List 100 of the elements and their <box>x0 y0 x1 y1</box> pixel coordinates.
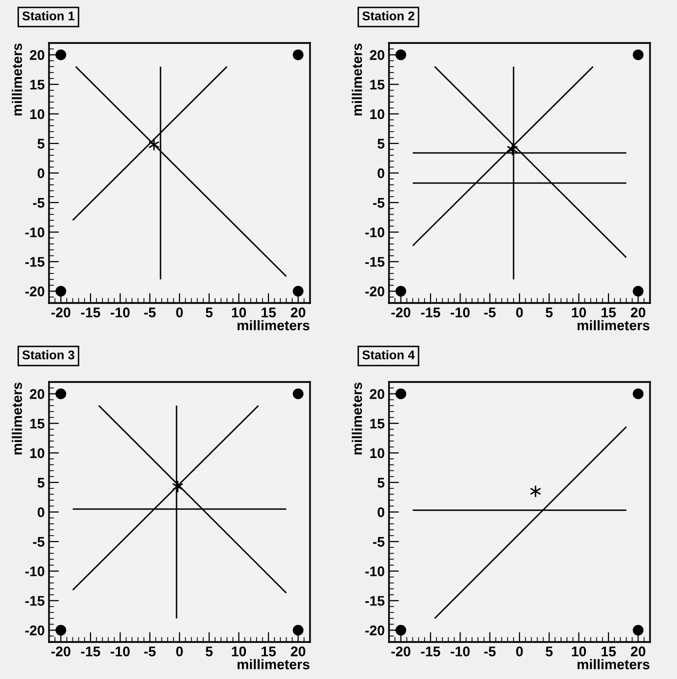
x-tick-label: 0 <box>176 646 183 656</box>
x-axis-title: millimeters <box>578 320 650 330</box>
x-tick-label: 0 <box>516 308 523 318</box>
x-tick-label: 15 <box>602 646 616 656</box>
point <box>396 388 406 400</box>
y-tick-label: -15 <box>365 596 384 606</box>
x-tick-label: -15 <box>81 646 100 656</box>
point <box>396 286 406 297</box>
point <box>292 286 304 297</box>
point <box>632 388 644 400</box>
y-tick-label: 15 <box>30 80 44 90</box>
y-tick-label: -15 <box>25 596 44 606</box>
x-tick-label: 15 <box>262 308 276 318</box>
y-tick-label: 20 <box>30 389 44 399</box>
x-tick-label: -15 <box>81 308 100 318</box>
y-tick-label: -20 <box>365 626 384 636</box>
point <box>292 388 304 400</box>
y-axis-title: millimeters <box>12 382 22 454</box>
y-tick-label: -5 <box>33 198 44 208</box>
point <box>148 138 160 150</box>
x-tick-label: 20 <box>630 308 646 318</box>
y-tick-label: -10 <box>365 566 384 576</box>
x-tick-label: 5 <box>546 308 553 318</box>
chart-title: Station 3 <box>22 350 74 360</box>
point <box>292 49 304 60</box>
x-tick-label: -10 <box>450 646 470 656</box>
x-tick-label: -20 <box>51 308 70 318</box>
x-tick-label: 5 <box>206 308 213 318</box>
y-tick-label: 0 <box>378 507 384 518</box>
x-tick-label: 10 <box>232 646 246 656</box>
x-tick-label: 0 <box>176 308 183 318</box>
y-axis-title: millimeters <box>12 44 22 116</box>
point <box>632 624 644 636</box>
y-tick-label: 15 <box>370 418 384 429</box>
x-tick-label: 0 <box>516 646 523 656</box>
point <box>530 485 541 498</box>
y-tick-label: 20 <box>30 50 44 60</box>
point <box>507 144 518 156</box>
x-tick-label: -10 <box>110 308 130 318</box>
x-axis-title: millimeters <box>578 659 650 670</box>
x-tick-label: 15 <box>262 646 276 656</box>
y-tick-label: 0 <box>378 168 384 178</box>
y-tick-label: 0 <box>38 507 44 518</box>
y-tick-label: 10 <box>370 109 384 120</box>
point <box>56 388 66 400</box>
x-tick-label: 20 <box>290 646 306 656</box>
x-tick-label: -20 <box>391 646 410 656</box>
y-tick-label: -10 <box>25 566 44 576</box>
point <box>56 624 66 636</box>
chart-title: Station 4 <box>362 350 415 360</box>
y-tick-label: 5 <box>38 478 44 488</box>
x-tick-label: -5 <box>144 308 156 318</box>
point <box>632 49 644 60</box>
y-tick-label: 20 <box>370 389 384 399</box>
y-tick-label: 0 <box>38 168 44 178</box>
x-tick-label: -20 <box>51 646 70 656</box>
x-tick-label: -5 <box>144 646 156 656</box>
x-tick-label: -5 <box>484 646 496 656</box>
point <box>56 286 66 297</box>
y-tick-label: 10 <box>370 448 384 458</box>
chart-title: Station 2 <box>362 11 414 20</box>
y-tick-label: -15 <box>365 257 384 267</box>
y-tick-label: 5 <box>378 478 384 488</box>
x-tick-label: -10 <box>110 646 130 656</box>
x-axis-title: millimeters <box>238 659 310 670</box>
y-tick-label: -10 <box>365 227 384 238</box>
x-tick-label: 20 <box>630 646 646 656</box>
y-tick-label: -20 <box>25 626 44 636</box>
x-tick-label: 5 <box>206 646 213 656</box>
point <box>396 624 406 636</box>
x-tick-label: 10 <box>572 308 586 318</box>
chart-title: Station 1 <box>22 11 74 20</box>
x-tick-label: -15 <box>421 308 440 318</box>
x-tick-label: 15 <box>602 308 616 318</box>
x-tick-label: -10 <box>450 308 470 318</box>
y-tick-label: -5 <box>373 198 384 208</box>
y-tick-label: 20 <box>370 50 384 60</box>
y-tick-label: 5 <box>38 138 44 149</box>
x-tick-label: 20 <box>290 308 306 318</box>
point <box>632 286 644 297</box>
y-tick-label: 10 <box>30 109 44 120</box>
x-tick-label: 5 <box>546 646 553 656</box>
y-tick-label: -15 <box>25 257 44 267</box>
x-tick-label: 10 <box>572 646 586 656</box>
y-tick-label: 15 <box>30 418 44 429</box>
y-tick-label: 10 <box>30 448 44 458</box>
point <box>172 480 183 492</box>
x-axis-title: millimeters <box>238 320 310 330</box>
y-tick-label: -20 <box>25 286 44 296</box>
y-tick-label: -10 <box>25 227 44 238</box>
x-tick-label: -20 <box>391 308 410 318</box>
y-tick-label: 15 <box>370 80 384 90</box>
x-tick-label: 10 <box>232 308 246 318</box>
y-axis-title: millimeters <box>352 382 362 454</box>
y-axis-title: millimeters <box>352 44 362 116</box>
point <box>292 624 304 636</box>
x-tick-label: -15 <box>421 646 440 656</box>
y-tick-label: 5 <box>378 138 384 149</box>
point <box>56 49 66 60</box>
y-tick-label: -5 <box>373 537 384 547</box>
